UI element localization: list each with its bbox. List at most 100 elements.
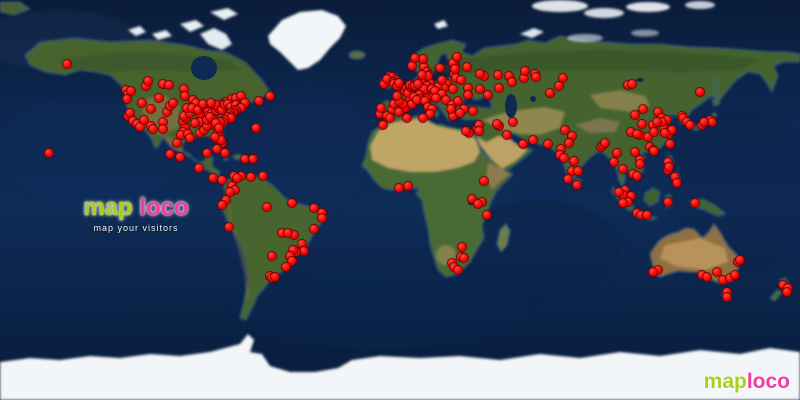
visitor-dot <box>194 106 202 114</box>
visitor-dot <box>213 145 221 153</box>
visitor-dot <box>568 167 576 175</box>
visitor-dot <box>494 71 502 79</box>
visitor-dot <box>671 173 679 181</box>
visitor-dot <box>570 157 578 165</box>
visitor-dot <box>460 105 468 113</box>
tibet-plateau <box>575 118 620 133</box>
visitor-dot <box>736 256 744 264</box>
visitor-dot <box>426 110 434 118</box>
banks-island <box>128 26 146 36</box>
visitor-dot <box>231 186 239 194</box>
visitor-dot <box>468 195 476 203</box>
visitor-dot <box>529 136 537 144</box>
visitor-dot <box>232 94 240 102</box>
visitor-dot <box>237 104 245 112</box>
visitor-dot <box>395 97 403 105</box>
visitor-dot <box>45 149 53 157</box>
visitor-dot <box>383 75 391 83</box>
boreal-forest-siberia <box>420 50 760 74</box>
visitor-dot <box>532 73 540 81</box>
visitor-dot <box>212 101 220 109</box>
visitor-dot <box>449 59 457 67</box>
visitor-dot <box>159 80 167 88</box>
visitor-dot <box>719 276 727 284</box>
visitor-dot <box>546 89 554 97</box>
visitor-dot <box>140 116 148 124</box>
visitor-dot <box>544 140 552 148</box>
visitor-dot <box>442 96 450 104</box>
visitor-dot <box>226 188 234 196</box>
visitor-dot <box>474 200 482 208</box>
visitor-dot <box>708 118 716 126</box>
visitor-dot <box>631 111 639 119</box>
visitor-dot <box>779 281 787 289</box>
site-logo: map loco map your visitors <box>76 194 196 234</box>
visitor-dot <box>451 65 459 73</box>
visitor-dot <box>519 140 527 148</box>
visitor-dot <box>663 116 671 124</box>
visitor-dot <box>452 74 460 82</box>
visitor-dot <box>686 121 694 129</box>
visitor-dot <box>196 129 204 137</box>
nz-south-island <box>768 289 784 302</box>
visitor-dot <box>561 126 569 134</box>
visitor-dot <box>703 273 711 281</box>
visitor-dot <box>557 145 565 153</box>
visitor-dot <box>454 266 462 274</box>
cloud-siberia-2 <box>631 29 659 37</box>
arabia-desert <box>476 136 528 169</box>
visitor-dot <box>422 89 430 97</box>
mexico-plateau <box>160 135 185 152</box>
visitor-dot <box>478 198 486 206</box>
visitor-dot <box>619 191 627 199</box>
visitor-dot <box>555 82 563 90</box>
visitor-dot <box>668 126 676 134</box>
visitor-dot <box>206 113 214 121</box>
visitor-dot <box>393 92 401 100</box>
visitor-dot <box>440 84 448 92</box>
caspian-sea <box>505 94 517 118</box>
visitor-dot <box>255 97 263 105</box>
visitor-dot <box>431 87 439 95</box>
visitor-dot <box>419 114 427 122</box>
visitor-dot <box>181 123 189 131</box>
visitor-dot <box>418 71 426 79</box>
lake-baikal <box>636 78 644 82</box>
ellesmere-island <box>210 8 238 20</box>
visitor-dot <box>723 293 731 301</box>
visitor-dot <box>653 118 661 126</box>
visitor-dot <box>288 257 296 265</box>
central-asia-desert <box>482 107 565 135</box>
visitor-dot <box>282 263 290 271</box>
visitor-dot <box>449 112 457 120</box>
visitor-dot <box>216 118 224 126</box>
visitor-dot <box>449 85 457 93</box>
andes-mountains <box>226 199 250 301</box>
visitor-dot <box>192 99 200 107</box>
visitor-dot <box>443 80 451 88</box>
logo-loco-text: loco <box>139 194 189 221</box>
visitor-dot <box>624 198 632 206</box>
visitor-dot <box>268 252 276 260</box>
visitor-dot <box>247 173 255 181</box>
visitor-dot <box>180 112 188 120</box>
visitor-dot <box>177 131 185 139</box>
visitor-dot <box>436 64 444 72</box>
visitor-dot <box>438 76 446 84</box>
visitor-dot <box>700 118 708 126</box>
visitor-dot <box>698 271 706 279</box>
logo-map-text: map <box>83 194 133 221</box>
sea-ice-3 <box>626 2 670 12</box>
visitor-dot <box>421 97 429 105</box>
visitor-dot <box>200 126 208 134</box>
watermark-map-text: map <box>703 370 747 393</box>
visitor-dot <box>404 182 412 190</box>
visitor-dot <box>505 72 513 80</box>
visitor-dot <box>263 203 271 211</box>
visitor-dot <box>252 124 260 132</box>
visitor-dot <box>453 53 461 61</box>
visitor-dot <box>615 188 623 196</box>
visitor-dot <box>495 84 503 92</box>
